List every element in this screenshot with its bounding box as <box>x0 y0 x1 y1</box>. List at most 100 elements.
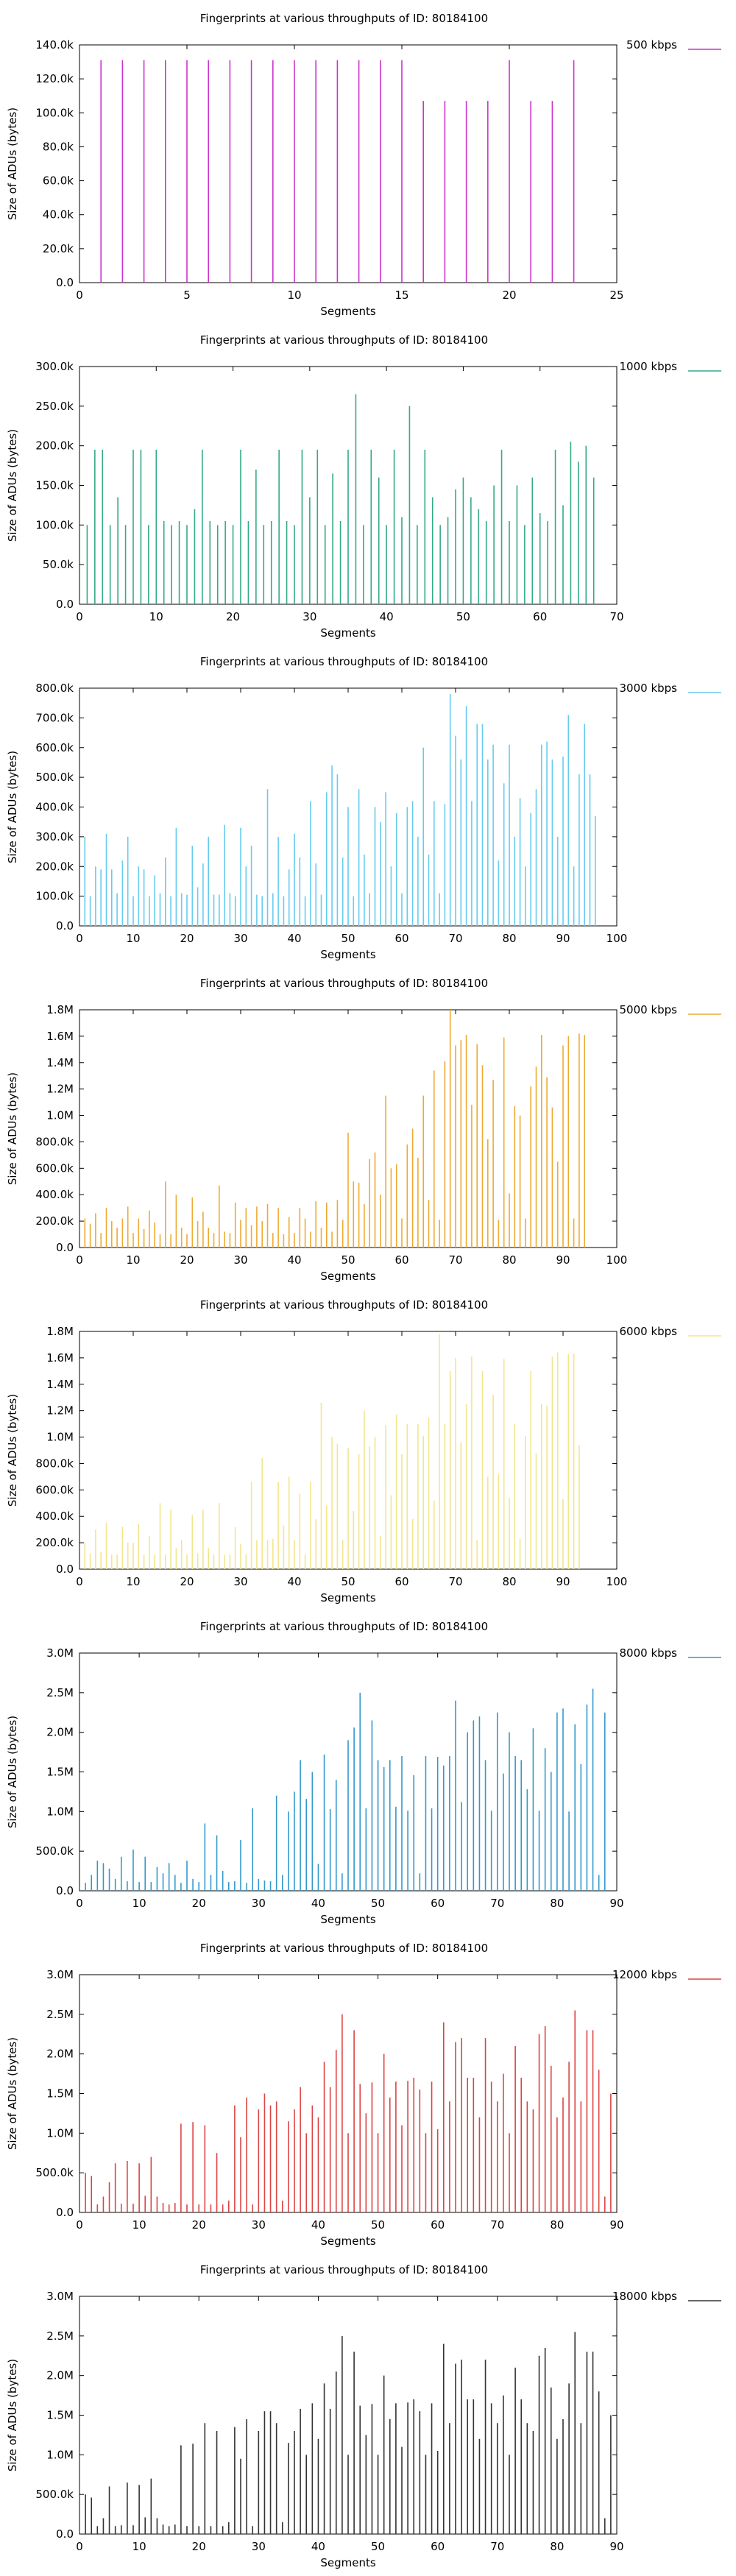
chart-title: Fingerprints at various throughputs of I… <box>199 333 489 347</box>
x-tick-label: 25 <box>609 289 623 302</box>
x-tick-label: 40 <box>287 1575 301 1588</box>
x-tick-label: 60 <box>394 1253 408 1267</box>
x-tick-label: 100 <box>606 1575 628 1588</box>
legend-label: 12000 kbps <box>612 1968 677 1981</box>
x-axis-label: Segments <box>320 2234 376 2248</box>
x-tick-label: 70 <box>609 610 623 623</box>
x-axis-label: Segments <box>320 305 376 318</box>
x-tick-label: 80 <box>550 1897 564 1910</box>
chart-panel: 0.0 500.0k 1.0M 1.5M 2.0M 2.5M 3.0M 0 10 20 30 40 50… <box>0 1930 736 2251</box>
y-tick-label: 3.0M <box>46 1968 74 1981</box>
x-tick-label: 70 <box>448 1253 462 1267</box>
chart-title: Fingerprints at various throughputs of I… <box>199 12 489 25</box>
x-tick-label: 30 <box>252 2540 266 2553</box>
x-tick-label: 10 <box>149 610 163 623</box>
x-tick-label: 0 <box>76 289 83 302</box>
y-tick-label: 1.0M <box>46 1805 74 1818</box>
y-tick-label: 1.8M <box>46 1325 74 1338</box>
x-tick-label: 80 <box>502 1575 516 1588</box>
x-tick-label: 90 <box>609 2540 623 2553</box>
chart-title: Fingerprints at various throughputs of I… <box>199 1942 489 1955</box>
x-tick-label: 10 <box>126 1253 140 1267</box>
x-tick-label: 10 <box>132 2540 146 2553</box>
chart-panel: 0.0 20.0k 40.0k 60.0k 80.0k 100.0k 120.0k 140.0… <box>0 0 736 322</box>
y-tick-label: 800.0k <box>35 1135 74 1148</box>
x-tick-label: 0 <box>76 1575 83 1588</box>
y-tick-label: 1.8M <box>46 1003 74 1016</box>
y-tick-label: 0.0 <box>56 1884 74 1897</box>
y-tick-label: 1.6M <box>46 1030 74 1043</box>
y-tick-label: 700.0k <box>35 711 74 724</box>
chart-title: Fingerprints at various throughputs of I… <box>199 655 489 668</box>
x-tick-label: 30 <box>233 1575 247 1588</box>
legend-label: 8000 kbps <box>619 1646 678 1660</box>
y-tick-label: 3.0M <box>46 2290 74 2303</box>
x-tick-label: 90 <box>609 1897 623 1910</box>
y-tick-label: 400.0k <box>35 1510 74 1523</box>
y-tick-label: 3.0M <box>46 1646 74 1660</box>
chart-svg: 0.0 100.0k 200.0k 300.0k 400.0k 500.0k 600.0k 7… <box>6 682 721 961</box>
chart-panel: 0.0 500.0k 1.0M 1.5M 2.0M 2.5M 3.0M 0 10 20 30 40 50… <box>0 1608 736 1930</box>
x-tick-label: 90 <box>556 1575 570 1588</box>
x-tick-label: 0 <box>76 610 83 623</box>
y-tick-label: 100.0k <box>35 518 74 531</box>
x-tick-label: 50 <box>371 1897 385 1910</box>
y-tick-label: 800.0k <box>35 682 74 695</box>
chart-svg: 0.0 20.0k 40.0k 60.0k 80.0k 100.0k 120.0k 140.0… <box>6 38 721 318</box>
y-tick-label: 1.0M <box>46 2126 74 2140</box>
y-axis-label: Size of ADUs (bytes) <box>6 2359 19 2471</box>
chart-panel: 0.0 200.0k 400.0k 600.0k 800.0k 1.0M 1.2M 1.4M 1… <box>0 965 736 1287</box>
y-tick-label: 600.0k <box>35 1161 74 1175</box>
x-tick-label: 20 <box>192 2218 206 2232</box>
y-tick-label: 0.0 <box>56 919 74 933</box>
y-tick-label: 1.4M <box>46 1056 74 1069</box>
chart-panel: 0.0 50.0k 100.0k 150.0k 200.0k 250.0k 300.0k 0 1… <box>0 322 736 643</box>
x-tick-label: 50 <box>371 2218 385 2232</box>
x-tick-label: 30 <box>233 932 247 945</box>
legend-label: 3000 kbps <box>619 682 678 695</box>
x-tick-label: 15 <box>394 289 408 302</box>
y-tick-label: 2.5M <box>46 1686 74 1699</box>
x-tick-label: 60 <box>431 1897 445 1910</box>
x-tick-label: 20 <box>192 1897 206 1910</box>
chart-title: Fingerprints at various throughputs of I… <box>199 1620 489 1633</box>
y-tick-label: 1.0M <box>46 1431 74 1444</box>
x-tick-label: 30 <box>252 2218 266 2232</box>
x-tick-label: 60 <box>431 2218 445 2232</box>
chart-svg: 0.0 200.0k 400.0k 600.0k 800.0k 1.0M 1.2M 1.4M 1… <box>6 1003 721 1283</box>
x-tick-label: 70 <box>490 1897 504 1910</box>
y-tick-label: 1.2M <box>46 1083 74 1096</box>
y-tick-label: 0.0 <box>56 276 74 289</box>
x-tick-label: 20 <box>180 1253 194 1267</box>
y-tick-label: 1.5M <box>46 1766 74 1779</box>
y-tick-label: 600.0k <box>35 1483 74 1496</box>
y-tick-label: 60.0k <box>43 174 74 188</box>
x-tick-label: 20 <box>192 2540 206 2553</box>
x-tick-label: 10 <box>126 1575 140 1588</box>
x-axis-label: Segments <box>320 1591 376 1604</box>
x-tick-label: 20 <box>502 289 516 302</box>
plot-frame <box>79 44 618 283</box>
x-tick-label: 0 <box>76 1253 83 1267</box>
x-tick-label: 30 <box>302 610 316 623</box>
x-tick-label: 20 <box>226 610 240 623</box>
chart-title: Fingerprints at various throughputs of I… <box>199 977 489 990</box>
x-tick-label: 30 <box>233 1253 247 1267</box>
y-tick-label: 1.0M <box>46 1109 74 1122</box>
x-tick-label: 10 <box>132 1897 146 1910</box>
x-tick-label: 80 <box>550 2540 564 2553</box>
y-tick-label: 1.6M <box>46 1351 74 1365</box>
y-tick-label: 140.0k <box>35 38 74 52</box>
x-axis-label: Segments <box>320 1270 376 1283</box>
y-tick-label: 500.0k <box>35 2488 74 2501</box>
legend-label: 1000 kbps <box>619 360 678 373</box>
x-tick-label: 40 <box>287 1253 301 1267</box>
x-tick-label: 10 <box>132 2218 146 2232</box>
y-tick-label: 1.0M <box>46 2448 74 2461</box>
y-tick-label: 200.0k <box>35 1214 74 1228</box>
y-axis-label: Size of ADUs (bytes) <box>6 1394 19 1507</box>
y-tick-label: 2.5M <box>46 2329 74 2343</box>
x-tick-label: 50 <box>371 2540 385 2553</box>
x-tick-label: 60 <box>533 610 547 623</box>
y-tick-label: 50.0k <box>43 558 74 571</box>
